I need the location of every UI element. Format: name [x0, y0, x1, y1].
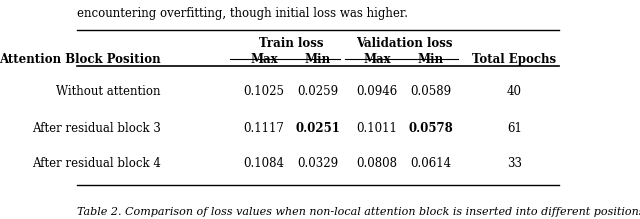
- Text: 0.1025: 0.1025: [243, 85, 284, 99]
- Text: 0.1011: 0.1011: [356, 122, 397, 135]
- Text: Table 2. Comparison of loss values when non-local attention block is inserted in: Table 2. Comparison of loss values when …: [77, 207, 640, 217]
- Text: 0.0259: 0.0259: [298, 85, 339, 99]
- Text: 40: 40: [507, 85, 522, 99]
- Text: After residual block 3: After residual block 3: [32, 122, 161, 135]
- Text: Attention Block Position: Attention Block Position: [0, 53, 161, 66]
- Text: Validation loss: Validation loss: [356, 37, 452, 50]
- Text: Max: Max: [363, 53, 390, 66]
- Text: 0.0251: 0.0251: [296, 122, 340, 135]
- Text: Without attention: Without attention: [56, 85, 161, 99]
- Text: Min: Min: [418, 53, 444, 66]
- Text: 0.0946: 0.0946: [356, 85, 397, 99]
- Text: 0.1084: 0.1084: [243, 157, 284, 170]
- Text: After residual block 4: After residual block 4: [32, 157, 161, 170]
- Text: 33: 33: [507, 157, 522, 170]
- Text: encountering overfitting, though initial loss was higher.: encountering overfitting, though initial…: [77, 7, 408, 19]
- Text: Max: Max: [250, 53, 278, 66]
- Text: 0.0589: 0.0589: [410, 85, 451, 99]
- Text: 0.0614: 0.0614: [410, 157, 451, 170]
- Text: Total Epochs: Total Epochs: [472, 53, 557, 66]
- Text: Min: Min: [305, 53, 331, 66]
- Text: 0.0329: 0.0329: [298, 157, 339, 170]
- Text: 0.0808: 0.0808: [356, 157, 397, 170]
- Text: 61: 61: [507, 122, 522, 135]
- Text: Train loss: Train loss: [259, 37, 323, 50]
- Text: 0.0578: 0.0578: [408, 122, 453, 135]
- Text: 0.1117: 0.1117: [243, 122, 284, 135]
